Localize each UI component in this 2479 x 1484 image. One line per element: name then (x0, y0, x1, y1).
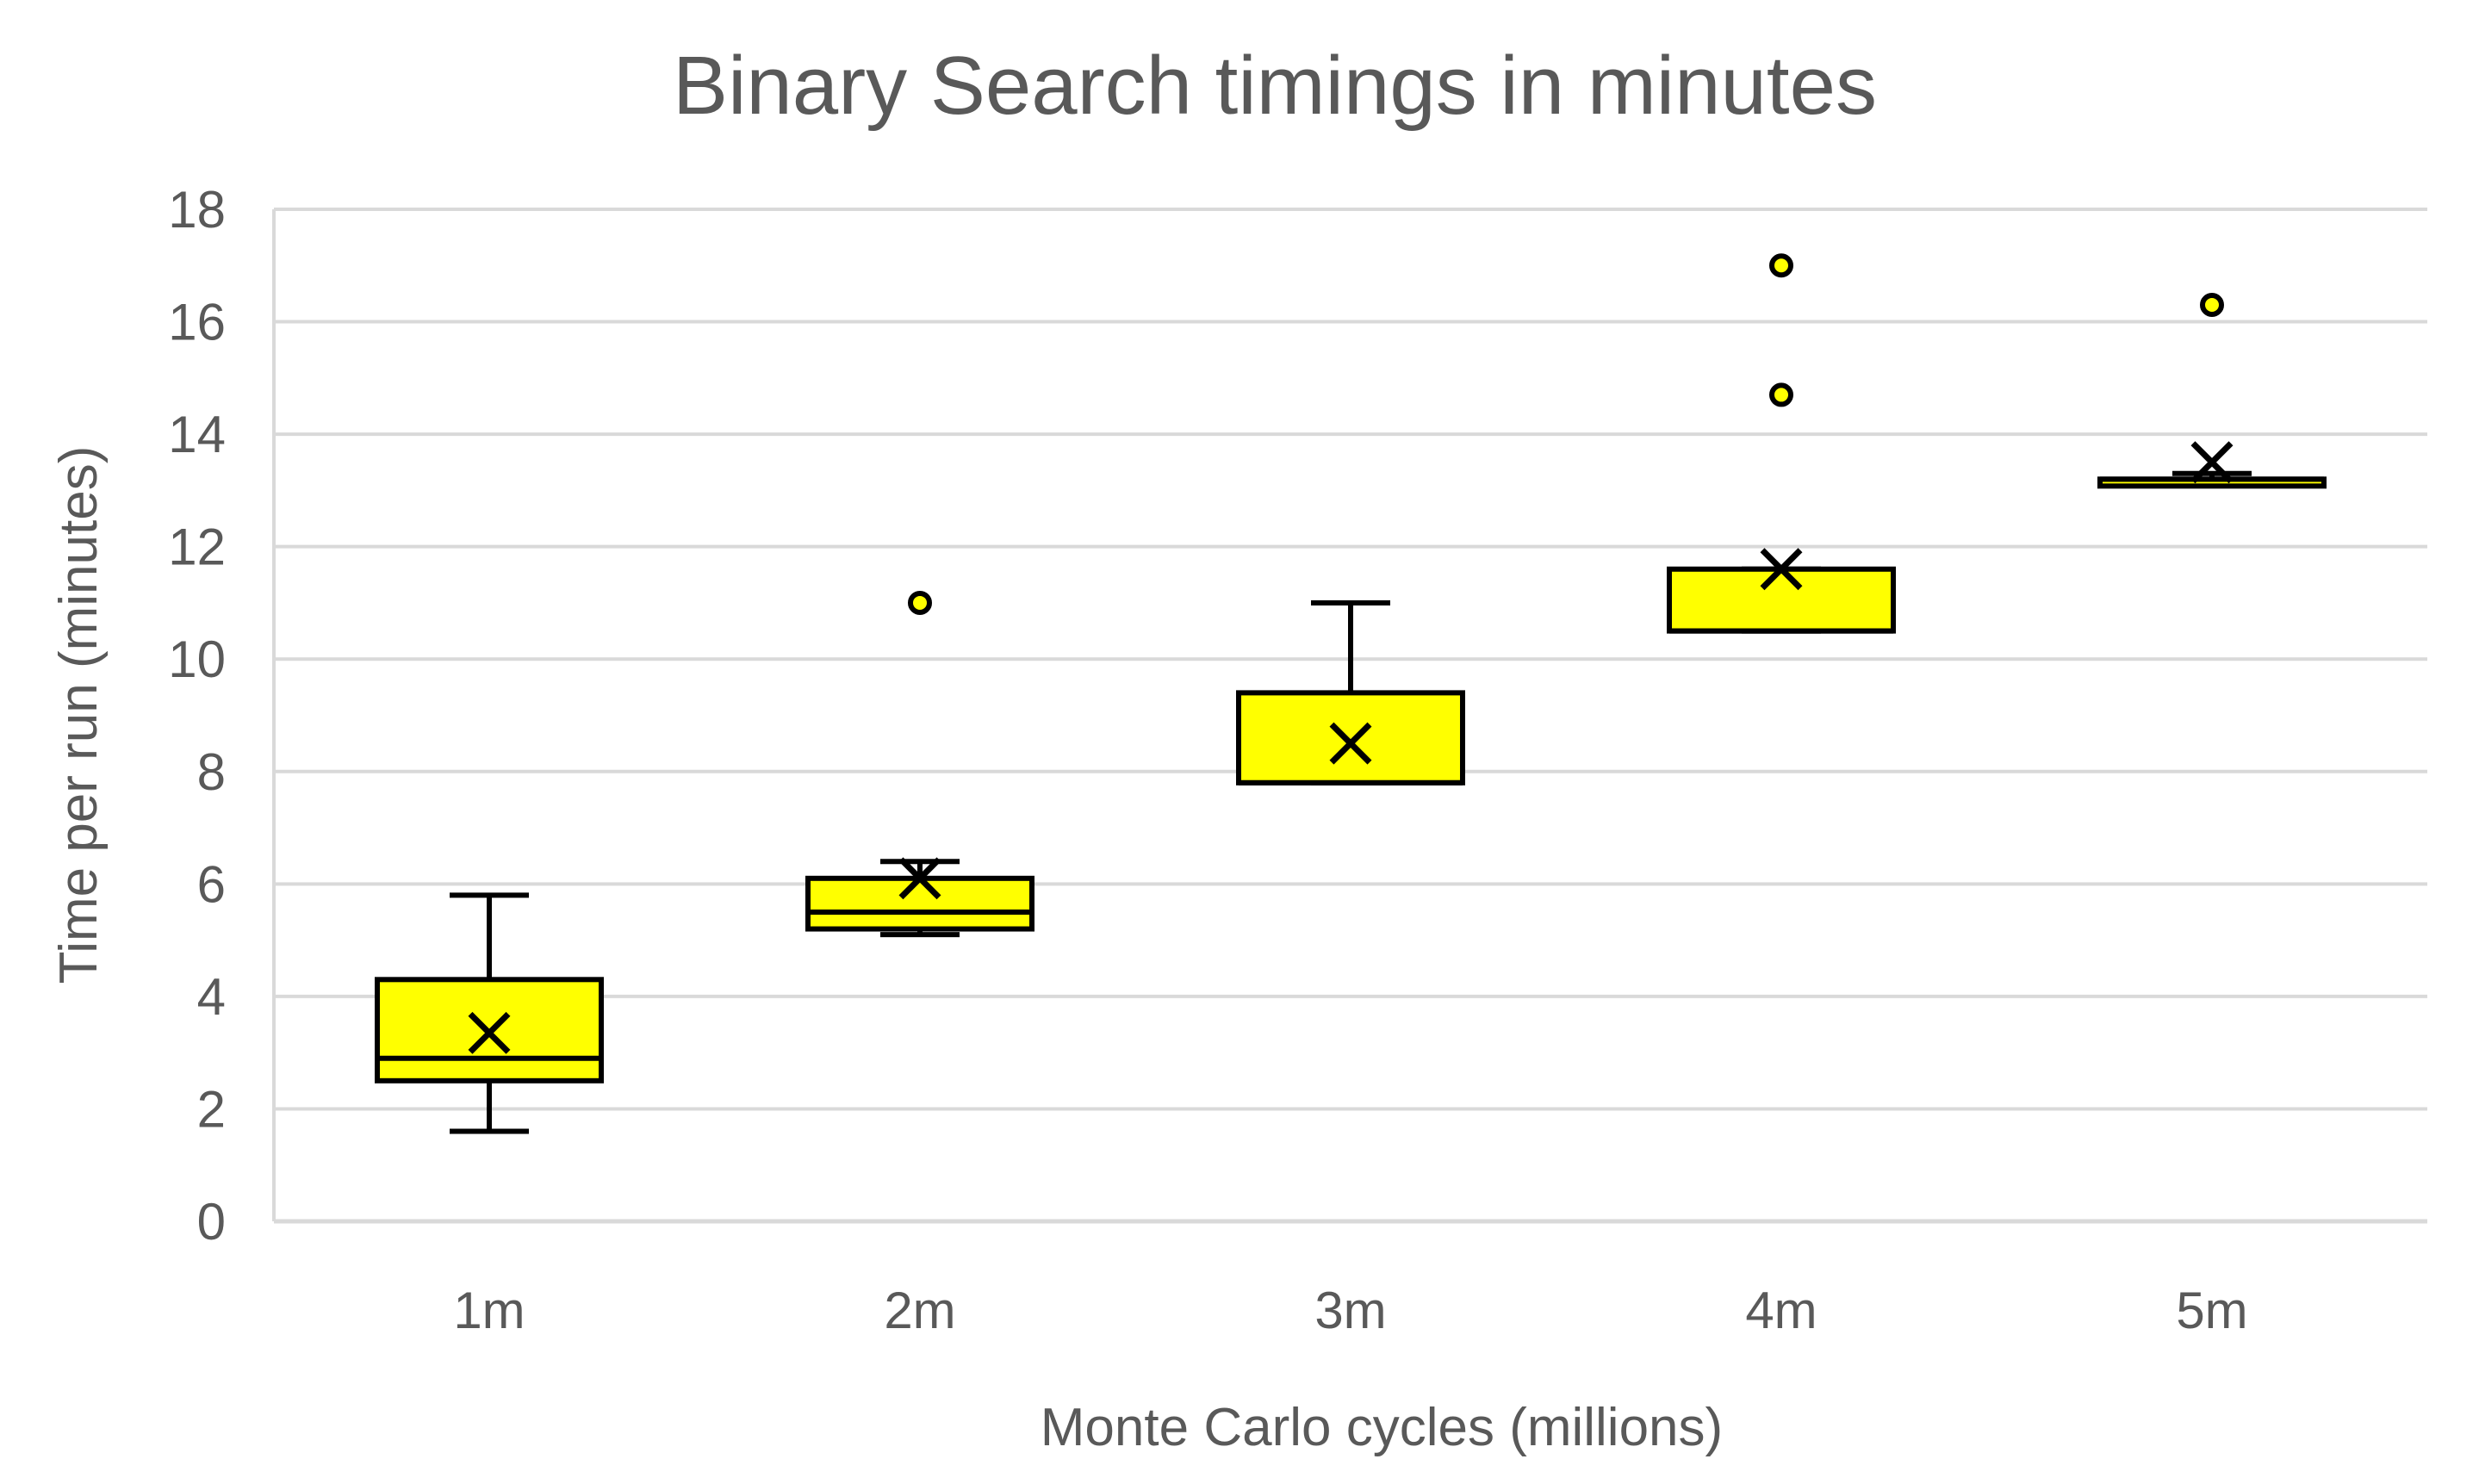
mean-marker (898, 857, 941, 900)
box-body (1236, 690, 1465, 785)
y-tick-label: 14 (168, 406, 226, 463)
outlier-point (1769, 253, 1793, 278)
box-5m (2097, 292, 2327, 489)
box-4m (1667, 253, 1896, 634)
y-tick-label: 4 (197, 968, 226, 1026)
mean-marker (1329, 722, 1372, 765)
plot-area (375, 253, 2327, 1134)
mean-marker (2190, 441, 2234, 484)
mean-marker (1760, 548, 1803, 591)
y-tick-label: 18 (168, 181, 226, 239)
x-tick-label: 1m (453, 1282, 525, 1339)
x-tick-label: 2m (884, 1282, 955, 1339)
y-tick-label: 12 (168, 518, 226, 576)
box-1m (375, 892, 604, 1134)
y-tick-label: 16 (168, 294, 226, 351)
x-axis-title: Monte Carlo cycles (millions) (1041, 1398, 1723, 1457)
outlier-point (2200, 292, 2224, 317)
box-3m (1236, 599, 1465, 785)
y-tick-label: 8 (197, 743, 226, 801)
box-body (805, 875, 1034, 932)
y-axis-title: Time per run (minutes) (49, 446, 109, 984)
y-tick-label: 2 (197, 1080, 226, 1138)
x-tick-label: 4m (1745, 1282, 1817, 1339)
box-2m (805, 590, 1034, 938)
box-body (1667, 566, 1896, 634)
x-tick-label: 5m (2176, 1282, 2247, 1339)
y-tick-label: 6 (197, 855, 226, 913)
y-tick-label: 0 (197, 1193, 226, 1251)
y-axis: 0 2 4 6 8 10 12 14 16 18 (168, 181, 276, 1251)
y-tick-label: 10 (168, 630, 226, 688)
outlier-point (1769, 382, 1793, 407)
mean-marker (468, 1011, 511, 1054)
chart-title: Binary Search timings in minutes (673, 40, 1877, 132)
outlier-point (908, 590, 932, 615)
x-tick-label: 3m (1314, 1282, 1386, 1339)
x-axis: 1m 2m 3m 4m 5m (274, 1219, 2427, 1339)
